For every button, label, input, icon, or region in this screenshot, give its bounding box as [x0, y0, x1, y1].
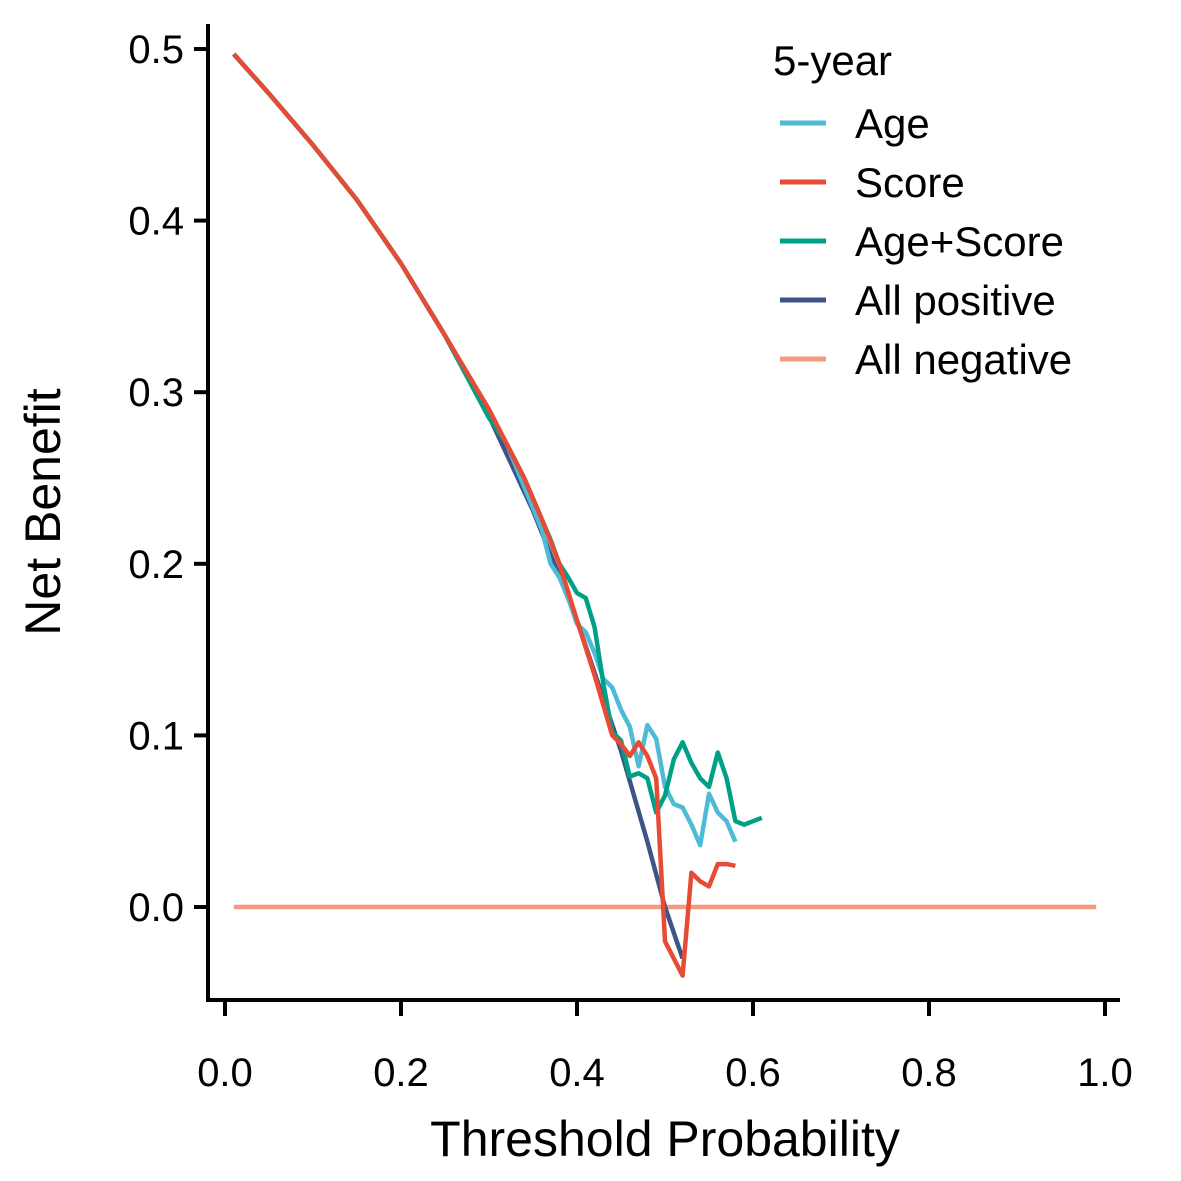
legend-entry: All negative [780, 336, 1072, 383]
legend-title: 5-year [773, 37, 892, 84]
x-tick-label: 0.8 [901, 1051, 957, 1095]
legend-label: Age+Score [855, 218, 1064, 265]
legend-entry: Score [780, 159, 965, 206]
legend-entry: Age+Score [780, 218, 1064, 265]
y-tick-label: 0.0 [128, 886, 184, 930]
y-tick-label: 0.1 [128, 714, 184, 758]
legend-entries: Age Score Age+Score All positive All negativ… [780, 100, 1072, 383]
legend-label: Score [855, 159, 965, 206]
y-tick-label: 0.3 [128, 371, 184, 415]
y-tick-label: 0.2 [128, 543, 184, 587]
legend-entry: All positive [780, 277, 1056, 324]
x-tick-label: 0.6 [725, 1051, 781, 1095]
legend-label: All negative [855, 336, 1072, 383]
legend-entry: Age [780, 100, 930, 147]
y-axis-ticks: 0.0 0.1 0.2 0.3 0.4 0.5 [128, 28, 208, 930]
axes: 0.0 0.1 0.2 0.3 0.4 0.5 0.0 0.2 0.4 0.6 0.8 1.0 Th… [15, 24, 1133, 1167]
x-tick-label: 1.0 [1077, 1051, 1133, 1095]
legend-label: All positive [855, 277, 1056, 324]
x-tick-label: 0.2 [373, 1051, 429, 1095]
x-tick-label: 0.4 [549, 1051, 605, 1095]
y-axis-title: Net Benefit [15, 388, 71, 635]
series-line-all-positive [232, 52, 685, 960]
legend: 5-year Age Score Age+Score All positive All … [773, 37, 1072, 383]
x-axis-title: Threshold Probability [430, 1111, 900, 1167]
x-axis-ticks: 0.0 0.2 0.4 0.6 0.8 1.0 [197, 1000, 1133, 1095]
x-tick-label: 0.0 [197, 1051, 253, 1095]
y-tick-label: 0.5 [128, 28, 184, 72]
series-lines [232, 52, 1097, 978]
y-tick-label: 0.4 [128, 200, 184, 244]
legend-label: Age [855, 100, 930, 147]
series-line-age [232, 52, 738, 848]
series-line-score [232, 52, 736, 978]
